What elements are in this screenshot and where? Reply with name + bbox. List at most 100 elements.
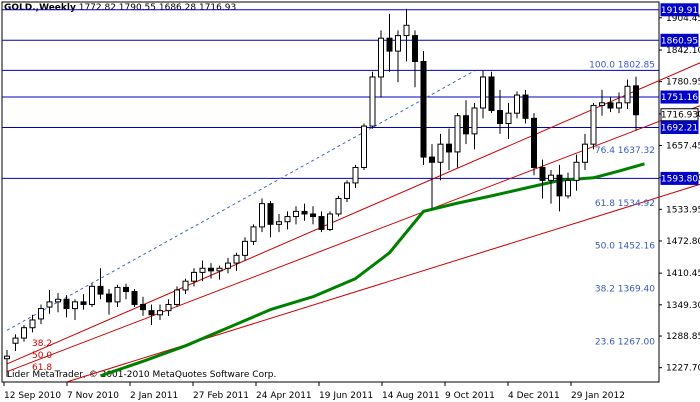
- candle-body-down[interactable]: [463, 115, 469, 135]
- x-tick-label: 12 Sep 2010: [4, 391, 61, 401]
- candle-body-up[interactable]: [514, 94, 520, 114]
- candle-body-up[interactable]: [335, 197, 342, 215]
- fib-level-label: 50.0 1452.16: [595, 242, 655, 252]
- candle-body-down[interactable]: [497, 110, 503, 124]
- candle-body-up[interactable]: [293, 210, 299, 218]
- candle-body-up[interactable]: [344, 182, 350, 199]
- candle-body-down[interactable]: [131, 291, 138, 305]
- plot-frame: [1, 1, 660, 383]
- candle-body-down[interactable]: [123, 286, 129, 293]
- price-level-label: 1593.80: [661, 174, 698, 184]
- candle-body-up[interactable]: [250, 226, 257, 242]
- candle-body-up[interactable]: [624, 85, 631, 104]
- candle-body-up[interactable]: [395, 35, 401, 52]
- candle-body-up[interactable]: [55, 298, 61, 303]
- candle-body-up[interactable]: [352, 166, 359, 184]
- candle-body-down[interactable]: [140, 303, 146, 311]
- candle-body-up[interactable]: [259, 203, 265, 228]
- copyright-note: Lider MetaTrader, © 2001-2010 MetaQuotes…: [7, 370, 277, 380]
- price-level-label: 1860.95: [661, 36, 698, 46]
- chart-header: GOLD.,Weekly 1772.82 1790.55 1686.28 171…: [4, 3, 236, 13]
- candle-body-up[interactable]: [174, 289, 180, 305]
- candle-body-down[interactable]: [208, 267, 214, 272]
- candle-body-down[interactable]: [446, 143, 452, 153]
- fib-level-label: 76.4 1637.32: [595, 146, 655, 156]
- candle-body-up[interactable]: [182, 280, 189, 291]
- candle-body-up[interactable]: [89, 285, 95, 305]
- x-tick-label: 27 Feb 2011: [193, 391, 249, 401]
- candle-body-up[interactable]: [403, 24, 410, 37]
- y-tick-label: 1227.70: [666, 364, 700, 374]
- candle-body-up[interactable]: [242, 240, 248, 256]
- candle-body-up[interactable]: [233, 254, 240, 264]
- candle-body-up[interactable]: [582, 143, 588, 163]
- x-tick-label: 19 Jun 2011: [319, 391, 373, 401]
- price-level-label: 1692.21: [661, 124, 698, 134]
- candle-body-down[interactable]: [488, 76, 495, 112]
- y-tick-label: 1533.95: [666, 205, 700, 215]
- candle-body-up[interactable]: [12, 337, 19, 344]
- candle-body-up[interactable]: [361, 125, 367, 168]
- symbol-label: GOLD.,Weekly: [4, 3, 76, 13]
- candle-body-up[interactable]: [46, 301, 53, 308]
- candle-body-down[interactable]: [267, 203, 274, 225]
- fib-fan-label: 50.0: [32, 351, 52, 361]
- candle-body-down[interactable]: [607, 102, 614, 109]
- candle-body-up[interactable]: [471, 107, 478, 135]
- candle-body-up[interactable]: [505, 112, 512, 124]
- candle-body-up[interactable]: [216, 267, 223, 272]
- candle-body-up[interactable]: [72, 301, 78, 310]
- candle-body-down[interactable]: [63, 298, 70, 310]
- y-tick-label: 1288.85: [666, 332, 700, 342]
- candle-body-down[interactable]: [80, 301, 87, 305]
- candle-body-up[interactable]: [437, 143, 444, 163]
- candle-body-down[interactable]: [412, 35, 418, 62]
- candle-body-down[interactable]: [420, 60, 427, 158]
- candle-body-down[interactable]: [539, 166, 546, 181]
- candle-body-up[interactable]: [599, 102, 605, 106]
- candle-body-up[interactable]: [199, 267, 206, 273]
- candle-body-down[interactable]: [148, 310, 155, 316]
- candle-body-up[interactable]: [38, 308, 44, 320]
- fib-level-label: 38.2 1369.40: [595, 284, 655, 294]
- candle-body-up[interactable]: [21, 327, 27, 339]
- candle-body-up[interactable]: [590, 104, 597, 145]
- candle-body-down[interactable]: [633, 85, 639, 116]
- candle-body-up[interactable]: [29, 319, 36, 329]
- price-level-box: [660, 3, 699, 17]
- x-tick-label: 24 Apr 2011: [256, 391, 312, 401]
- candle-body-down[interactable]: [310, 213, 316, 218]
- candle-body-up[interactable]: [480, 76, 486, 109]
- candle-body-down[interactable]: [301, 210, 308, 215]
- candle-body-up[interactable]: [165, 303, 172, 312]
- candle-body-up[interactable]: [369, 76, 376, 127]
- candle-body-up[interactable]: [548, 174, 554, 181]
- ohlc-values: 1772.82 1790.55 1686.28 1716.93: [78, 3, 237, 13]
- candle-body-up[interactable]: [378, 37, 384, 78]
- candle-body-down[interactable]: [531, 117, 537, 168]
- candle-body-up[interactable]: [114, 286, 121, 303]
- candle-body-down[interactable]: [556, 174, 563, 197]
- fib-level-label: 23.6 1267.00: [595, 337, 655, 347]
- fib-level-label: 61.8 1534.92: [595, 199, 655, 209]
- candle-body-up[interactable]: [565, 179, 571, 197]
- candle-body-up[interactable]: [327, 213, 333, 230]
- candle-body-up[interactable]: [616, 102, 622, 109]
- candle-body-up[interactable]: [573, 161, 580, 181]
- candle-body-up[interactable]: [4, 355, 10, 360]
- current-price-label: 1716.93: [661, 111, 698, 121]
- y-tick-label: 1842.10: [666, 46, 700, 56]
- candle-body-down[interactable]: [522, 94, 529, 119]
- candle-body-up[interactable]: [191, 271, 197, 282]
- candle-body-down[interactable]: [386, 37, 393, 52]
- candle-body-up[interactable]: [225, 262, 231, 269]
- candle-body-down[interactable]: [429, 156, 435, 163]
- candle-body-down[interactable]: [318, 216, 325, 230]
- candle-body-up[interactable]: [284, 216, 291, 223]
- candle-body-down[interactable]: [106, 293, 112, 303]
- candle-body-up[interactable]: [276, 221, 282, 225]
- candle-body-up[interactable]: [454, 115, 461, 153]
- candle-body-down[interactable]: [97, 285, 104, 295]
- candle-body-up[interactable]: [157, 310, 163, 316]
